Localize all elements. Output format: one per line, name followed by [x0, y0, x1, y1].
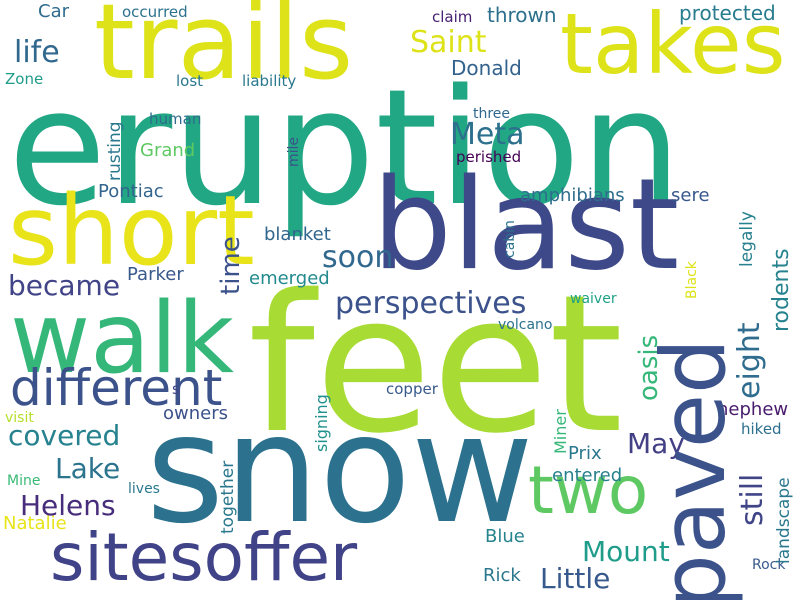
- word-protected: protected: [679, 1, 776, 25]
- word-prix: Prix: [568, 443, 602, 464]
- word-soon: soon: [322, 240, 394, 275]
- word-amphibians: amphibians: [520, 185, 625, 206]
- word-life: life: [14, 35, 60, 70]
- word-landscape: landscape: [774, 477, 794, 564]
- word-lives: lives: [128, 481, 160, 497]
- word-nephew: nephew: [717, 399, 789, 420]
- word-lake: Lake: [55, 452, 121, 485]
- word-car: Car: [38, 1, 69, 22]
- word-claim: claim: [432, 8, 473, 26]
- word-short: short: [8, 175, 255, 287]
- word-mine: Mine: [7, 473, 41, 489]
- word-eight: eight: [732, 322, 767, 399]
- word-s: s: [172, 380, 180, 398]
- word-entered: entered: [552, 465, 623, 486]
- word-human: human: [149, 110, 202, 128]
- word-rodents: rodents: [769, 248, 794, 332]
- word-copper: copper: [386, 380, 438, 398]
- word-volcano: volcano: [498, 317, 553, 333]
- word-little: Little: [540, 562, 611, 595]
- word-meta: Meta: [450, 117, 525, 152]
- word-different: different: [10, 359, 223, 417]
- word-feet: feet: [248, 254, 624, 475]
- word-signing: signing: [312, 394, 331, 452]
- word-sitesoffer: sitesoffer: [50, 519, 358, 596]
- word-eruption: eruption: [8, 54, 682, 241]
- word-saint: Saint: [410, 25, 487, 60]
- word-grand: Grand: [140, 140, 196, 161]
- word-two: two: [528, 452, 649, 529]
- word-occurred: occurred: [122, 3, 188, 21]
- word-blue: Blue: [485, 526, 525, 547]
- word-parker: Parker: [127, 264, 184, 285]
- word-natalie: Natalie: [3, 513, 67, 534]
- word-thrown: thrown: [487, 3, 557, 27]
- word-lost: lost: [176, 72, 204, 90]
- word-sere: sere: [671, 185, 710, 206]
- word-zone: Zone: [5, 70, 44, 88]
- word-snow: snow: [146, 383, 534, 557]
- word-may: May: [627, 427, 685, 460]
- word-visit: visit: [5, 410, 34, 426]
- word-perished: perished: [456, 148, 522, 166]
- word-together: together: [218, 460, 238, 534]
- word-donald: Donald: [451, 56, 522, 80]
- word-time: time: [216, 236, 246, 295]
- word-rock: Rock: [752, 557, 786, 573]
- word-legally: legally: [737, 211, 757, 267]
- word-hiked: hiked: [741, 420, 782, 438]
- word-blanket: blanket: [264, 224, 331, 245]
- word-became: became: [8, 269, 121, 302]
- word-perspectives: perspectives: [335, 286, 527, 321]
- word-walk: walk: [10, 282, 235, 396]
- word-mile: mile: [286, 136, 302, 167]
- word-trails: trails: [94, 0, 354, 103]
- word-takes: takes: [560, 0, 786, 93]
- word-waiver: waiver: [570, 291, 617, 307]
- word-pontiac: Pontiac: [98, 181, 164, 202]
- word-blast: blast: [372, 151, 680, 298]
- word-owners: owners: [163, 403, 228, 424]
- word-mount: Mount: [582, 535, 670, 568]
- word-rick: Rick: [483, 565, 521, 586]
- word-liability: liability: [242, 72, 297, 90]
- word-three: three: [473, 106, 511, 122]
- word-still: still: [735, 473, 770, 526]
- word-rusting: rusting: [105, 121, 125, 181]
- word-helens: Helens: [20, 489, 116, 522]
- word-black: Black: [684, 261, 700, 299]
- word-cabin: cabin: [502, 220, 518, 258]
- word-miner: Miner: [551, 409, 570, 454]
- word-covered: covered: [8, 419, 121, 452]
- word-emerged: emerged: [249, 268, 330, 289]
- word-oasis: oasis: [634, 334, 664, 401]
